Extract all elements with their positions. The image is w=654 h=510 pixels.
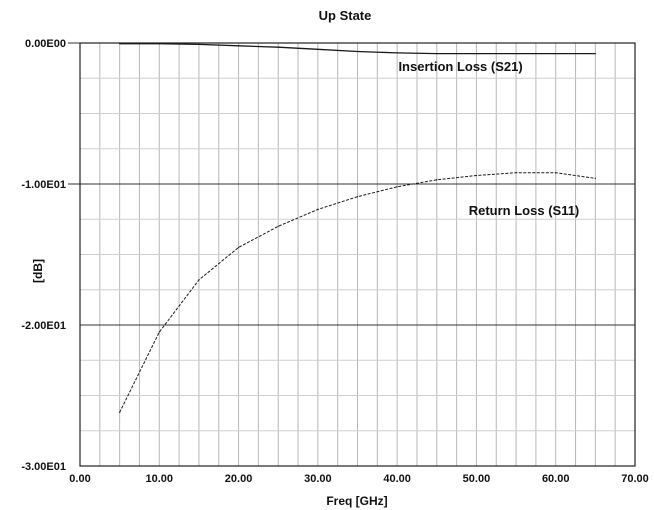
data-point-s21 <box>198 43 200 46</box>
x-tick-label: 20.00 <box>225 473 253 485</box>
data-point-s11 <box>119 411 121 414</box>
data-point-s11 <box>237 246 240 249</box>
data-point-s11 <box>198 279 200 281</box>
y-axis-label: [dB] <box>31 259 45 283</box>
data-point-s11 <box>158 331 160 333</box>
x-tick-label: 40.00 <box>383 473 411 485</box>
data-point-s21 <box>158 43 160 45</box>
data-point-s11 <box>317 208 319 210</box>
data-point-s11 <box>396 186 398 188</box>
annotations: Insertion Loss (S21) Return Loss (S11) <box>398 59 579 218</box>
data-point-s11 <box>555 172 557 174</box>
return-loss-label: Return Loss (S11) <box>469 203 580 218</box>
data-point-s21 <box>515 52 517 55</box>
x-tick-label: 30.00 <box>304 473 332 485</box>
data-point-s21 <box>119 43 121 45</box>
x-tick-label: 50.00 <box>463 473 491 485</box>
data-point-s11 <box>277 225 279 227</box>
data-point-s21 <box>356 50 359 53</box>
data-point-s21 <box>594 52 596 55</box>
y-tick-label: -1.00E01 <box>21 179 66 191</box>
data-point-s11 <box>594 177 596 179</box>
data-point-s11 <box>436 179 438 181</box>
data-point-s21 <box>237 45 240 47</box>
grid-lines <box>68 42 635 466</box>
insertion-loss-label: Insertion Loss (S21) <box>398 59 522 74</box>
y-tick-label: -2.00E01 <box>21 320 66 332</box>
series-layer <box>119 43 596 414</box>
data-point-s11 <box>515 172 517 174</box>
x-axis-label: Freq [GHz] <box>326 494 387 508</box>
chart-title: Up State <box>319 8 372 23</box>
data-point-s11 <box>356 196 359 198</box>
data-point-s21 <box>317 48 319 50</box>
plot-frame <box>79 42 636 467</box>
data-point-s21 <box>436 52 438 55</box>
data-point-s21 <box>277 46 279 48</box>
y-tick-label: -3.00E01 <box>21 461 66 473</box>
x-tick-label: 70.00 <box>621 473 649 485</box>
y-tick-label: 0.00E00 <box>25 38 66 50</box>
tick-labels: 0.00 10.00 20.00 30.00 40.00 50.00 60.00 70.00 0… <box>21 38 648 485</box>
data-point-s21 <box>396 52 398 54</box>
x-tick-label: 60.00 <box>542 473 570 485</box>
x-tick-label: 10.00 <box>146 473 174 485</box>
data-point-s11 <box>475 174 478 177</box>
data-point-s21 <box>475 52 478 55</box>
data-point-s21 <box>555 52 557 55</box>
x-tick-label: 0.00 <box>69 473 90 485</box>
